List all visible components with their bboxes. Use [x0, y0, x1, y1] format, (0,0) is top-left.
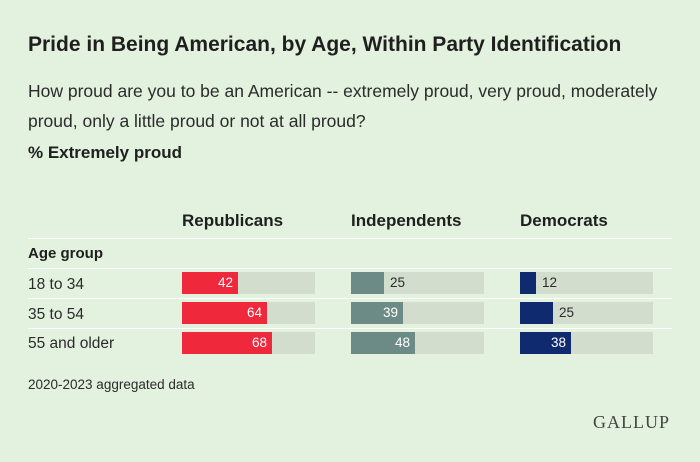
- bar-republicans-0: [182, 272, 238, 294]
- bar-track: 68: [182, 332, 315, 354]
- chart-title: Pride in Being American, by Age, Within …: [28, 33, 622, 56]
- bar-democrats-1: [520, 302, 553, 324]
- divider-line: [28, 328, 672, 329]
- bar-track: 38: [520, 332, 653, 354]
- category-label: 18 to 34: [28, 276, 85, 293]
- bar-independents-1: [351, 302, 403, 324]
- bar-independents-0: [351, 272, 384, 294]
- bar-republicans-1: [182, 302, 267, 324]
- data-label: 48: [394, 335, 410, 350]
- bar-democrats-0: [520, 272, 536, 294]
- bar-track: 39: [351, 302, 484, 324]
- gallup-logo: GALLUP: [593, 412, 670, 432]
- category-label: 55 and older: [28, 335, 115, 352]
- bar-track: 48: [351, 332, 484, 354]
- bar-track: 25: [520, 302, 653, 324]
- bar-track: 12: [520, 272, 653, 294]
- series-header-democrats: Democrats: [520, 211, 608, 230]
- bar-independents-2: [351, 332, 415, 354]
- measure-label: % Extremely proud: [28, 143, 182, 162]
- chart-subtitle: How proud are you to be an American -- e…: [28, 81, 658, 131]
- data-label: 68: [251, 335, 267, 350]
- series-header-republicans: Republicans: [182, 211, 284, 230]
- bar-republicans-2: [182, 332, 272, 354]
- category-label: 35 to 54: [28, 306, 85, 323]
- bar-democrats-2: [520, 332, 571, 354]
- data-label: 38: [550, 335, 566, 350]
- bar-track: 25: [351, 272, 484, 294]
- bar-track: 64: [182, 302, 315, 324]
- bar-track: 42: [182, 272, 315, 294]
- series-header-independents: Independents: [351, 211, 462, 230]
- data-label: 25: [559, 305, 575, 320]
- footnote: 2020-2023 aggregated data: [28, 377, 195, 392]
- data-label: 64: [246, 305, 262, 320]
- divider-line: [28, 268, 672, 269]
- divider-line: [28, 298, 672, 299]
- group-label: Age group: [28, 245, 103, 262]
- data-label: 12: [542, 275, 558, 290]
- data-label: 25: [390, 275, 406, 290]
- divider-line: [28, 238, 672, 239]
- data-label: 42: [217, 275, 233, 290]
- data-label: 39: [382, 305, 398, 320]
